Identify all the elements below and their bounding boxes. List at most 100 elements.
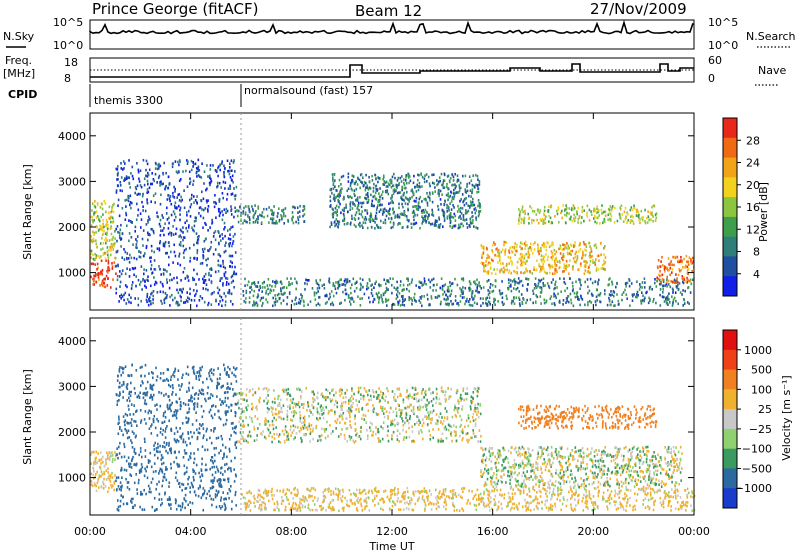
power-cell bbox=[103, 285, 106, 289]
power-cell bbox=[249, 291, 251, 294]
power-cell bbox=[140, 185, 143, 189]
power-cell bbox=[470, 222, 472, 225]
power-cell bbox=[609, 303, 612, 307]
velocity-cell bbox=[187, 482, 189, 486]
power-cell bbox=[148, 217, 151, 221]
power-cell bbox=[116, 239, 118, 243]
power-cell bbox=[216, 181, 219, 185]
power-cell bbox=[313, 291, 316, 294]
power-cell bbox=[521, 208, 523, 211]
velocity-cell bbox=[206, 448, 209, 452]
power-cell bbox=[145, 286, 147, 289]
velocity-cell bbox=[186, 466, 188, 470]
velocity-cell bbox=[202, 381, 204, 384]
velocity-cell bbox=[258, 505, 261, 508]
power-cell bbox=[623, 210, 626, 214]
velocity-cell bbox=[126, 481, 129, 484]
power-cell bbox=[146, 201, 149, 205]
power-cell bbox=[638, 218, 640, 222]
power-cell bbox=[542, 219, 545, 222]
power-cell bbox=[591, 281, 594, 285]
power-cell bbox=[166, 281, 168, 284]
power-cell bbox=[110, 249, 112, 252]
power-cell bbox=[428, 213, 430, 217]
power-cell bbox=[147, 303, 150, 307]
power-cell bbox=[388, 183, 391, 187]
power-cell bbox=[368, 180, 371, 183]
power-cell bbox=[145, 246, 148, 250]
velocity-cell bbox=[225, 404, 228, 407]
power-cell bbox=[180, 295, 182, 299]
power-cell bbox=[358, 178, 361, 182]
power-cell bbox=[207, 229, 209, 232]
power-cell bbox=[550, 250, 553, 253]
velocity-cell bbox=[235, 431, 237, 435]
power-cell bbox=[93, 274, 95, 278]
power-cell bbox=[161, 282, 164, 286]
velocity-cell bbox=[143, 391, 146, 395]
power-cell bbox=[392, 302, 395, 306]
power-cell bbox=[538, 265, 541, 268]
power-cell bbox=[143, 268, 145, 271]
power-cell bbox=[629, 304, 631, 307]
power-cell bbox=[101, 284, 104, 287]
power-cell bbox=[257, 293, 259, 296]
velocity-cell bbox=[198, 372, 201, 375]
power-cell bbox=[586, 211, 588, 214]
power-cell bbox=[379, 195, 382, 199]
power-cell bbox=[595, 269, 598, 272]
power-cell bbox=[434, 219, 437, 222]
power-cell bbox=[93, 219, 95, 222]
velocity-cell bbox=[511, 502, 514, 506]
power-cell bbox=[145, 159, 148, 163]
velocity-cell bbox=[220, 467, 222, 470]
power-cell bbox=[197, 169, 200, 173]
power-cell bbox=[173, 185, 175, 189]
power-cell bbox=[475, 289, 477, 293]
power-cell bbox=[628, 278, 630, 281]
power-cell bbox=[271, 209, 273, 213]
power-cell bbox=[531, 272, 533, 275]
power-cell bbox=[576, 210, 578, 213]
power-cell bbox=[174, 254, 177, 258]
velocity-cell bbox=[161, 502, 163, 505]
power-cell bbox=[427, 195, 430, 199]
power-cell bbox=[229, 184, 231, 188]
power-cell bbox=[230, 226, 232, 229]
power-cell bbox=[594, 263, 596, 266]
velocity-cell bbox=[111, 476, 114, 479]
power-cell bbox=[569, 277, 571, 280]
power-cell bbox=[595, 288, 598, 291]
power-cell bbox=[272, 289, 275, 292]
power-cell bbox=[414, 299, 416, 302]
power-cell bbox=[318, 303, 321, 307]
power-cell bbox=[396, 293, 398, 296]
power-cell bbox=[253, 300, 255, 303]
velocity-cell bbox=[92, 466, 95, 470]
power-cell bbox=[177, 291, 180, 294]
power-cell bbox=[220, 239, 222, 242]
power-cell bbox=[574, 252, 577, 256]
power-cell bbox=[254, 285, 257, 288]
velocity-cell bbox=[181, 489, 183, 492]
power-cell bbox=[202, 254, 204, 257]
power-cell bbox=[251, 288, 253, 292]
power-cell bbox=[489, 283, 492, 286]
velocity-cell bbox=[150, 432, 153, 435]
power-cell bbox=[224, 271, 227, 274]
power-cell bbox=[560, 257, 563, 260]
power-cell bbox=[331, 191, 333, 195]
power-cell bbox=[525, 301, 527, 305]
power-cell bbox=[347, 187, 350, 191]
velocity-cell bbox=[162, 461, 165, 465]
velocity-cell bbox=[161, 456, 164, 460]
power-cell bbox=[407, 219, 410, 223]
power-cell bbox=[431, 208, 433, 212]
power-cell bbox=[195, 292, 197, 296]
power-cell bbox=[686, 272, 689, 275]
power-cell bbox=[615, 285, 617, 289]
power-cell bbox=[460, 290, 463, 293]
power-cell bbox=[367, 188, 370, 191]
velocity-cell bbox=[157, 450, 159, 454]
power-cell bbox=[533, 219, 535, 222]
